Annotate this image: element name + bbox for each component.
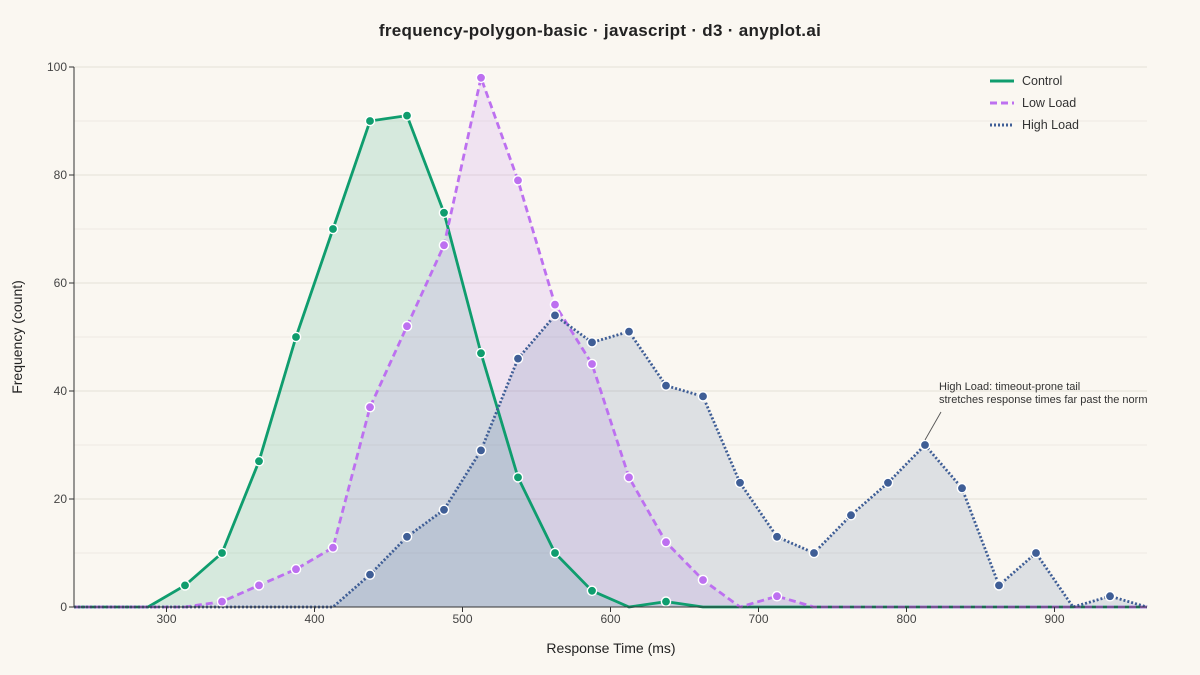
point-low-load [475,72,487,84]
point-low-load [327,542,339,553]
annotation-leader [924,411,942,441]
point-low-load [290,563,302,575]
point-high-load [697,391,709,402]
point-low-load [549,299,561,310]
y-axis-label: Frequency (count) [9,280,25,394]
series-areas [74,77,1147,608]
point-high-load [475,445,487,456]
x-tick-label: 400 [304,612,324,626]
point-low-load [697,574,709,586]
point-control [216,547,228,559]
point-high-load [882,477,894,489]
annotation-text: stretches response times far past the no… [939,394,1147,406]
y-tick-label: 60 [54,276,68,290]
point-control [660,596,672,607]
point-low-load [401,320,413,332]
point-high-load [771,531,783,543]
area-control [74,115,1147,607]
x-tick-label: 800 [896,612,916,626]
point-high-load [1104,590,1116,602]
area-low-load [74,77,1147,608]
y-tick-label: 0 [60,600,67,614]
series-points [179,72,1116,607]
x-tick-label: 600 [600,612,620,626]
x-tick-label: 900 [1044,612,1064,626]
y-tick-label: 40 [54,384,68,398]
point-high-load [401,531,413,543]
point-control [586,585,598,597]
point-control [364,115,376,127]
point-high-load [586,337,598,348]
point-control [327,223,339,235]
point-high-load [623,326,635,337]
point-high-load [364,569,376,580]
legend-label-high-load: High Load [1022,118,1079,132]
point-control [438,207,450,219]
x-tick-label: 500 [452,612,472,626]
point-low-load [771,590,783,602]
point-high-load [1030,547,1042,559]
point-high-load [808,547,820,559]
point-low-load [586,358,598,370]
point-high-load [512,353,524,364]
y-tick-label: 100 [47,60,67,74]
point-control [549,547,561,559]
legend: Control Low Load High Load [990,74,1079,132]
point-low-load [438,239,450,251]
point-low-load [364,401,376,413]
point-control [179,580,191,591]
point-high-load [734,477,746,489]
point-control [253,455,265,467]
point-control [512,472,524,483]
legend-label-low-load: Low Load [1022,96,1076,110]
point-high-load [660,380,672,391]
point-control [475,347,487,359]
point-low-load [623,472,635,483]
point-high-load [845,509,857,521]
point-low-load [660,536,672,548]
point-control [401,110,413,121]
point-high-load [549,310,561,321]
chart-title: frequency-polygon-basic · javascript · d… [379,21,821,40]
point-high-load [956,482,968,494]
x-axis-label: Response Time (ms) [546,640,675,656]
axes: 300 400 500 600 700 800 900 0 20 40 60 80 100 [47,60,1147,626]
line-high-load [74,314,1148,609]
annotation-text: High Load: timeout-prone tail [939,381,1080,393]
point-high-load [919,439,931,451]
x-tick-label: 300 [156,612,176,626]
point-low-load [216,596,228,607]
point-low-load [512,175,524,186]
legend-label-control: Control [1022,74,1062,88]
point-control [290,331,302,343]
point-high-load [438,504,450,516]
point-low-load [253,580,265,591]
x-tick-label: 700 [748,612,768,626]
point-high-load [993,580,1005,591]
y-tick-label: 20 [54,492,68,506]
area-high-load [74,315,1147,607]
y-tick-label: 80 [54,168,68,182]
